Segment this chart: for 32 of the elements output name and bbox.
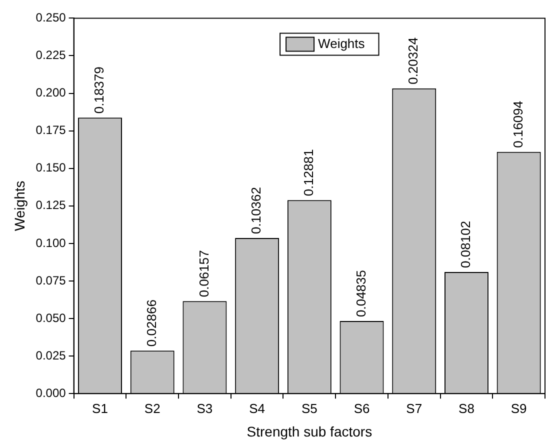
y-tick-label: 0.025	[36, 348, 66, 362]
x-axis-title: Strength sub factors	[246, 423, 372, 440]
y-tick-label: 0.125	[36, 198, 66, 212]
legend-label: Weights	[318, 36, 366, 51]
data-label: 0.06157	[196, 250, 212, 298]
y-axis-title: Weights	[11, 180, 28, 232]
data-label: 0.20324	[406, 37, 421, 84]
y-tick-label: 0.175	[36, 123, 66, 138]
y-tick-label: 0.225	[36, 48, 66, 62]
data-label: 0.10362	[248, 187, 264, 234]
y-tick-label: 0.000	[36, 386, 66, 400]
data-label: 0.04835	[353, 270, 368, 317]
data-label: 0.16094	[510, 100, 526, 148]
y-tick-label: 0.050	[36, 310, 66, 325]
x-tick-label: S2	[144, 400, 160, 416]
x-tick-label: S6	[354, 400, 370, 416]
y-tick-label: 0.150	[36, 160, 66, 175]
x-tick-label: S8	[458, 400, 474, 416]
data-label: 0.18379	[92, 66, 107, 114]
y-tick-label: 0.075	[36, 273, 66, 288]
data-label: 0.12881	[300, 149, 316, 196]
data-label: 0.08102	[458, 220, 474, 268]
x-tick-label: S4	[249, 400, 266, 416]
x-tick-label: S3	[196, 400, 213, 416]
x-tick-label: S7	[406, 400, 422, 416]
y-tick-label: 0.250	[36, 10, 66, 25]
x-tick-label: S5	[301, 400, 318, 416]
y-tick-label: 0.200	[36, 86, 66, 100]
data-label: 0.02866	[144, 300, 159, 347]
y-tick-label: 0.100	[36, 236, 66, 250]
x-tick-label: S9	[510, 400, 527, 416]
x-tick-label: S1	[92, 400, 108, 416]
